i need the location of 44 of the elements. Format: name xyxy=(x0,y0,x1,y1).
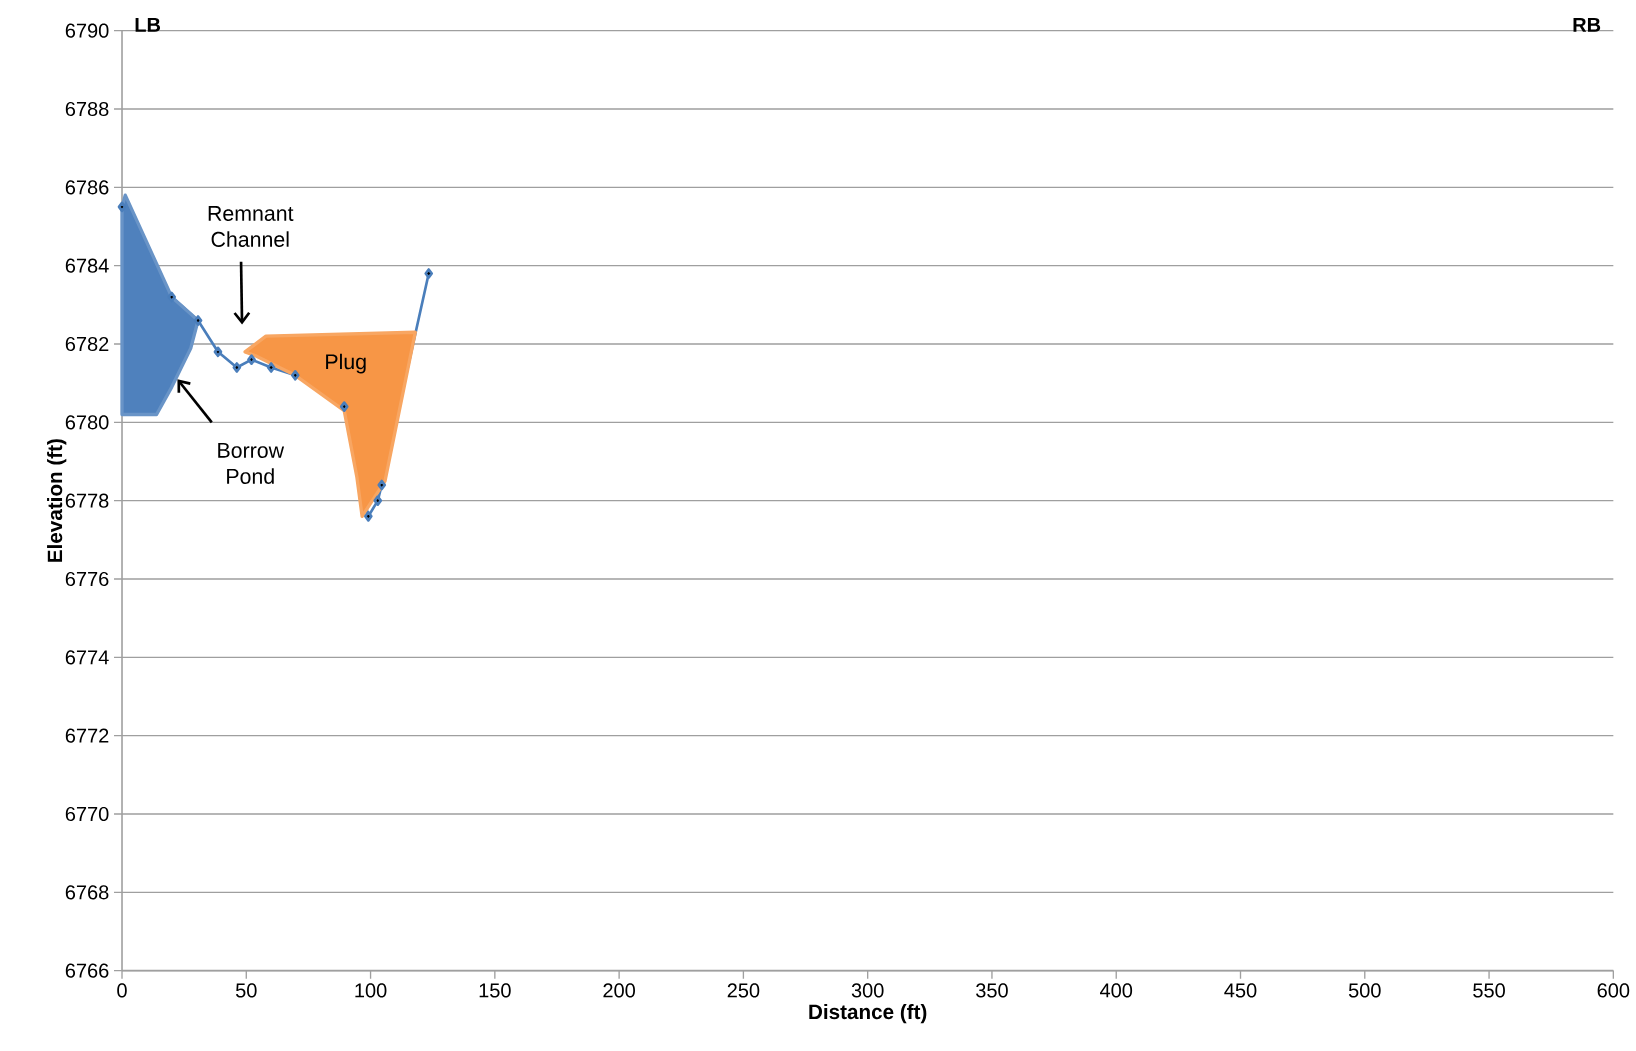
annotation: Plug xyxy=(326,353,366,374)
point xyxy=(232,362,242,373)
y-tick-label: 6776 xyxy=(65,572,109,587)
annotation: LB xyxy=(135,18,161,32)
y-tick-label: 6772 xyxy=(65,728,109,743)
x-tick-label: 50 xyxy=(235,983,257,998)
x-tick-label: 150 xyxy=(479,983,511,998)
y-tick-label: 6766 xyxy=(65,963,109,978)
y-tick-label: 6788 xyxy=(65,102,109,117)
x-tick-label: 250 xyxy=(727,983,760,998)
x-tick-label: 0 xyxy=(117,983,127,998)
y-tick-label: 6784 xyxy=(65,258,109,273)
point xyxy=(377,479,387,491)
x-tick-label: 350 xyxy=(976,983,1008,998)
y-tick-label: 6774 xyxy=(65,650,109,665)
point xyxy=(424,268,434,279)
y-tick-label: 6768 xyxy=(65,885,109,900)
annotation: Remnant Channel xyxy=(208,206,294,248)
point xyxy=(373,495,383,507)
point xyxy=(213,346,223,358)
point xyxy=(290,370,300,381)
x-tick-label: 450 xyxy=(1224,983,1257,998)
x-tick-label: 600 xyxy=(1597,983,1630,998)
y-tick-label: 6786 xyxy=(65,180,109,195)
y-tick-label: 6790 xyxy=(65,23,109,38)
annotation: Borrow Pond xyxy=(218,443,285,485)
x-tick-label: 300 xyxy=(851,983,884,998)
x-tick-label: 200 xyxy=(603,983,635,998)
y-tick-label: 6770 xyxy=(65,807,109,822)
x-tick-label: 550 xyxy=(1473,983,1505,998)
y-tick-label: 6782 xyxy=(65,337,109,352)
point xyxy=(193,315,203,327)
x-tick-label: 500 xyxy=(1348,983,1381,998)
x-tick-label: 100 xyxy=(355,983,387,998)
y-axis-title: Elevation (ft) xyxy=(47,439,67,563)
point xyxy=(339,401,349,413)
x-axis-title: Distance (ft) xyxy=(809,1004,927,1024)
x-tick-label: 400 xyxy=(1100,983,1133,998)
point xyxy=(363,511,373,522)
annotation: RB xyxy=(1573,18,1601,32)
y-tick-label: 6780 xyxy=(65,415,109,430)
point xyxy=(247,354,256,366)
point xyxy=(266,362,276,373)
y-tick-label: 6778 xyxy=(65,493,109,508)
